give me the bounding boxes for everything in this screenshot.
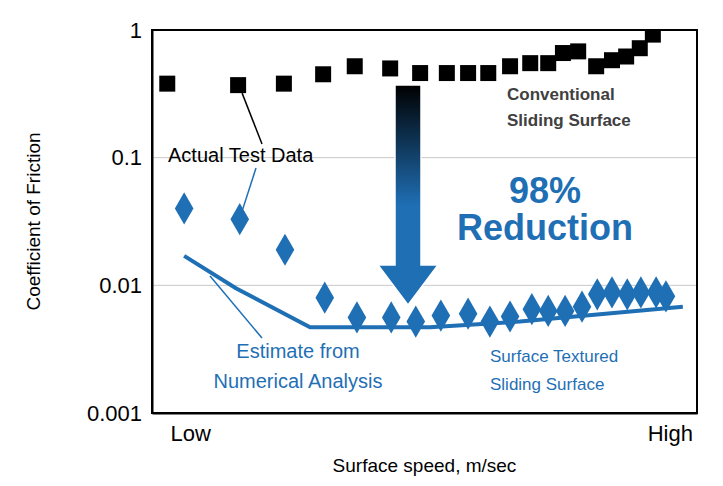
point	[555, 45, 571, 61]
annotation: Surface Textured	[490, 347, 618, 366]
axis-line	[153, 413, 698, 415]
point	[645, 30, 661, 43]
tick: 0.001	[87, 401, 152, 426]
tick: 0.01	[99, 273, 152, 298]
plot-frame	[152, 30, 697, 413]
point	[406, 305, 425, 337]
point	[159, 76, 175, 92]
point	[460, 65, 476, 81]
point	[175, 192, 194, 224]
point	[315, 282, 334, 314]
pointers	[210, 93, 262, 338]
pointer-line	[242, 93, 262, 144]
point	[570, 43, 586, 59]
y-axis: 0.001 0.01 0.1 1	[87, 18, 153, 426]
tick: 0.1	[111, 145, 152, 170]
point	[556, 295, 575, 327]
point	[276, 76, 292, 92]
point	[230, 77, 246, 93]
point	[439, 65, 455, 81]
point	[588, 58, 604, 74]
annotation: Estimate from	[236, 340, 359, 362]
tick: 1	[130, 18, 152, 43]
tick-label: High	[648, 421, 693, 446]
annotation: Numerical Analysis	[214, 370, 383, 392]
chart: 0.001 0.01 0.1 1 Low High Surface speed, m/sec…	[0, 0, 723, 486]
point	[502, 58, 518, 74]
tick: Low	[170, 413, 210, 446]
x-axis-title: Surface speed, m/sec	[333, 455, 517, 476]
pointer-line	[210, 276, 262, 338]
annotation: Conventional	[507, 85, 615, 104]
grid	[152, 30, 697, 413]
grid-line	[152, 413, 697, 414]
tick-label: 1	[130, 18, 142, 43]
plot: 0.001 0.01 0.1 1 Low High	[87, 18, 698, 446]
axis-line	[152, 31, 154, 414]
x-axis: Low High	[153, 413, 698, 446]
point	[588, 278, 607, 310]
point	[501, 300, 520, 332]
point	[412, 65, 428, 81]
point	[618, 49, 634, 65]
tick-label: Low	[170, 421, 210, 446]
tick-label: 0.01	[99, 273, 142, 298]
annotation: Sliding Surface	[507, 111, 631, 130]
y-axis-title: Coefficient of Friction	[23, 132, 44, 310]
point	[276, 234, 295, 266]
annotation: Actual Test Data	[168, 144, 314, 166]
point	[603, 276, 622, 308]
marks	[159, 30, 683, 338]
point	[522, 55, 538, 71]
tick-label: 0.001	[87, 401, 142, 426]
annotation: 98%	[509, 170, 581, 211]
reduction-arrow	[378, 85, 438, 305]
pointer-line	[243, 168, 256, 209]
annotations: Actual Test Data 98%Reduction Conventional…	[168, 85, 633, 394]
tick-label: 0.1	[111, 145, 142, 170]
tick: High	[648, 413, 693, 446]
point	[347, 58, 363, 74]
point	[480, 65, 496, 81]
point	[604, 52, 620, 68]
annotation: Sliding Surface	[490, 375, 604, 394]
point	[539, 295, 558, 327]
point	[382, 60, 398, 76]
point	[315, 66, 331, 82]
point	[230, 203, 249, 235]
point	[540, 55, 556, 71]
annotation: Reduction	[457, 207, 633, 248]
